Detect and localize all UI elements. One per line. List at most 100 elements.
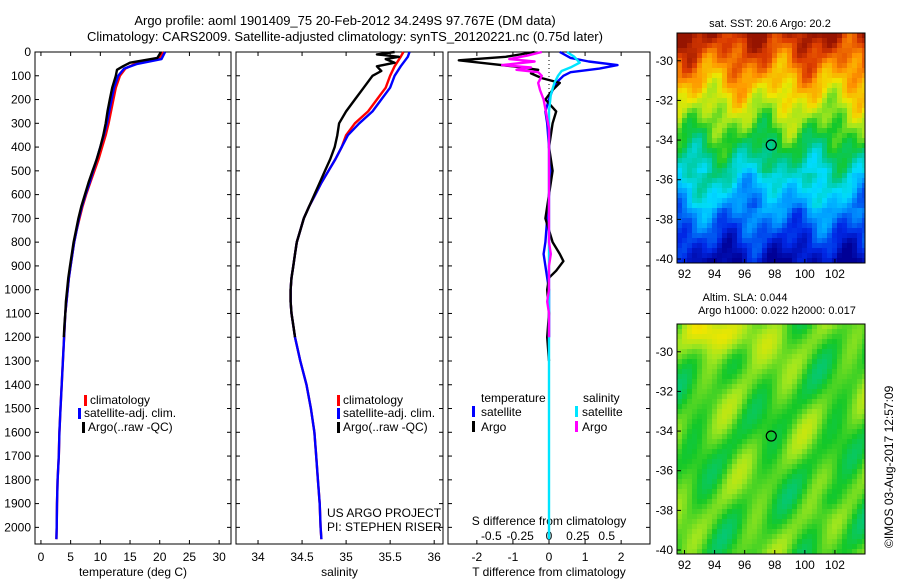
sla-map-cell <box>752 369 758 375</box>
sla-map-cell <box>697 394 703 400</box>
sst-map-cell <box>837 193 843 199</box>
sst-map-cell <box>747 208 753 214</box>
sst-map-cell <box>772 123 778 129</box>
sst-map-cell <box>787 213 793 219</box>
sst-map-cell <box>737 43 743 49</box>
sst-map-cell <box>747 158 753 164</box>
sst-map-cell <box>742 248 748 254</box>
sst-map-cell <box>807 98 813 104</box>
sla-map-cell <box>677 429 683 435</box>
sla-map-cell <box>817 339 823 345</box>
sla-map-cell <box>722 389 728 395</box>
sla-map-cell <box>752 439 758 445</box>
sla-map-cell <box>832 454 838 460</box>
sst-map-cell <box>822 93 828 99</box>
sla-map-cell <box>697 369 703 375</box>
sst-map-cell <box>847 73 853 79</box>
sla-map-cell <box>822 534 828 540</box>
sla-map-cell <box>687 394 693 400</box>
sst-map-cell <box>857 128 863 134</box>
sst-map-cell <box>782 178 788 184</box>
sst-map-cell <box>802 58 808 64</box>
sst-map-cell <box>757 88 763 94</box>
sla-map-cell <box>772 514 778 520</box>
sla-map-cell <box>687 534 693 540</box>
sla-map-cell <box>832 329 838 335</box>
sla-map-cell <box>842 524 848 530</box>
sla-map-cell <box>862 504 865 510</box>
sla-map-cell <box>812 459 818 465</box>
sla-map-cell <box>762 419 768 425</box>
sst-map-cell <box>827 233 833 239</box>
sla-map-cell <box>687 519 693 525</box>
sst-map-cell <box>722 93 728 99</box>
sst-map-cell <box>777 113 783 119</box>
sst-map-cell <box>752 153 758 159</box>
sst-map-cell <box>762 188 768 194</box>
sst-map-cell <box>817 43 823 49</box>
sla-map-cell <box>827 364 833 370</box>
sla-map-cell <box>817 404 823 410</box>
sst-map-cell <box>712 38 718 44</box>
legend-label-satellite: satellite-adj. clim. <box>343 406 435 420</box>
sla-map-cell <box>717 489 723 495</box>
sla-map-cell <box>692 414 698 420</box>
sla-map-cell <box>677 514 683 520</box>
sst-map-cell <box>687 68 693 74</box>
sla-map-cell <box>812 514 818 520</box>
sst-map-cell <box>697 158 703 164</box>
sla-map-cell <box>692 344 698 350</box>
sla-map-cell <box>727 384 733 390</box>
sla-map-cell <box>742 534 748 540</box>
sla-map-cell <box>707 494 713 500</box>
sst-map-cell <box>727 128 733 134</box>
sst-map-cell <box>842 213 848 219</box>
sla-map-cell <box>697 339 703 345</box>
sla-map-cell <box>787 429 793 435</box>
sst-map-cell <box>707 53 713 59</box>
sst-map-cell <box>802 68 808 74</box>
sla-map-cell <box>692 454 698 460</box>
sla-map-cell <box>737 354 743 360</box>
sla-map-cell <box>797 499 803 505</box>
sst-map-cell <box>772 73 778 79</box>
sst-map-cell <box>702 83 708 89</box>
sla-map-cell <box>847 354 853 360</box>
sst-map-cell <box>727 213 733 219</box>
sst-map-cell <box>837 93 843 99</box>
sst-map-cell <box>717 38 723 44</box>
sla-map-cell <box>682 354 688 360</box>
sla-map-cell <box>842 399 848 405</box>
sst-map-cell <box>767 248 773 254</box>
sst-map-cell <box>757 258 763 263</box>
sst-map-cell <box>752 208 758 214</box>
sst-map-cell <box>807 138 813 144</box>
sst-map-cell <box>832 133 838 139</box>
sst-map-cell <box>682 163 688 169</box>
sla-map-cell <box>732 524 738 530</box>
sla-map-cell <box>752 404 758 410</box>
sla-map-cell <box>762 484 768 490</box>
sst-map-cell <box>732 238 738 244</box>
sla-map-cell <box>712 504 718 510</box>
sst-map-cell <box>857 258 863 263</box>
sst-map-cell <box>742 48 748 54</box>
sst-map-cell <box>822 153 828 159</box>
sla-map-cell <box>837 484 843 490</box>
sst-map-cell <box>827 158 833 164</box>
sst-map-cell <box>762 103 768 109</box>
sla-map-cell <box>722 359 728 365</box>
sst-map-cell <box>822 128 828 134</box>
sla-map-title: Altim. SLA: 0.044 <box>703 292 788 304</box>
sla-map-cell <box>782 344 788 350</box>
sst-map-cell <box>807 128 813 134</box>
sla-map-cell <box>777 509 783 515</box>
sst-map-cell <box>742 173 748 179</box>
sst-map-cell <box>842 253 848 259</box>
sla-map-cell <box>852 484 858 490</box>
sst-map-cell <box>767 153 773 159</box>
sla-map-cell <box>747 349 753 355</box>
sla-map-cell <box>837 384 843 390</box>
sst-map-cell <box>677 83 683 89</box>
sst-map-cell <box>827 103 833 109</box>
